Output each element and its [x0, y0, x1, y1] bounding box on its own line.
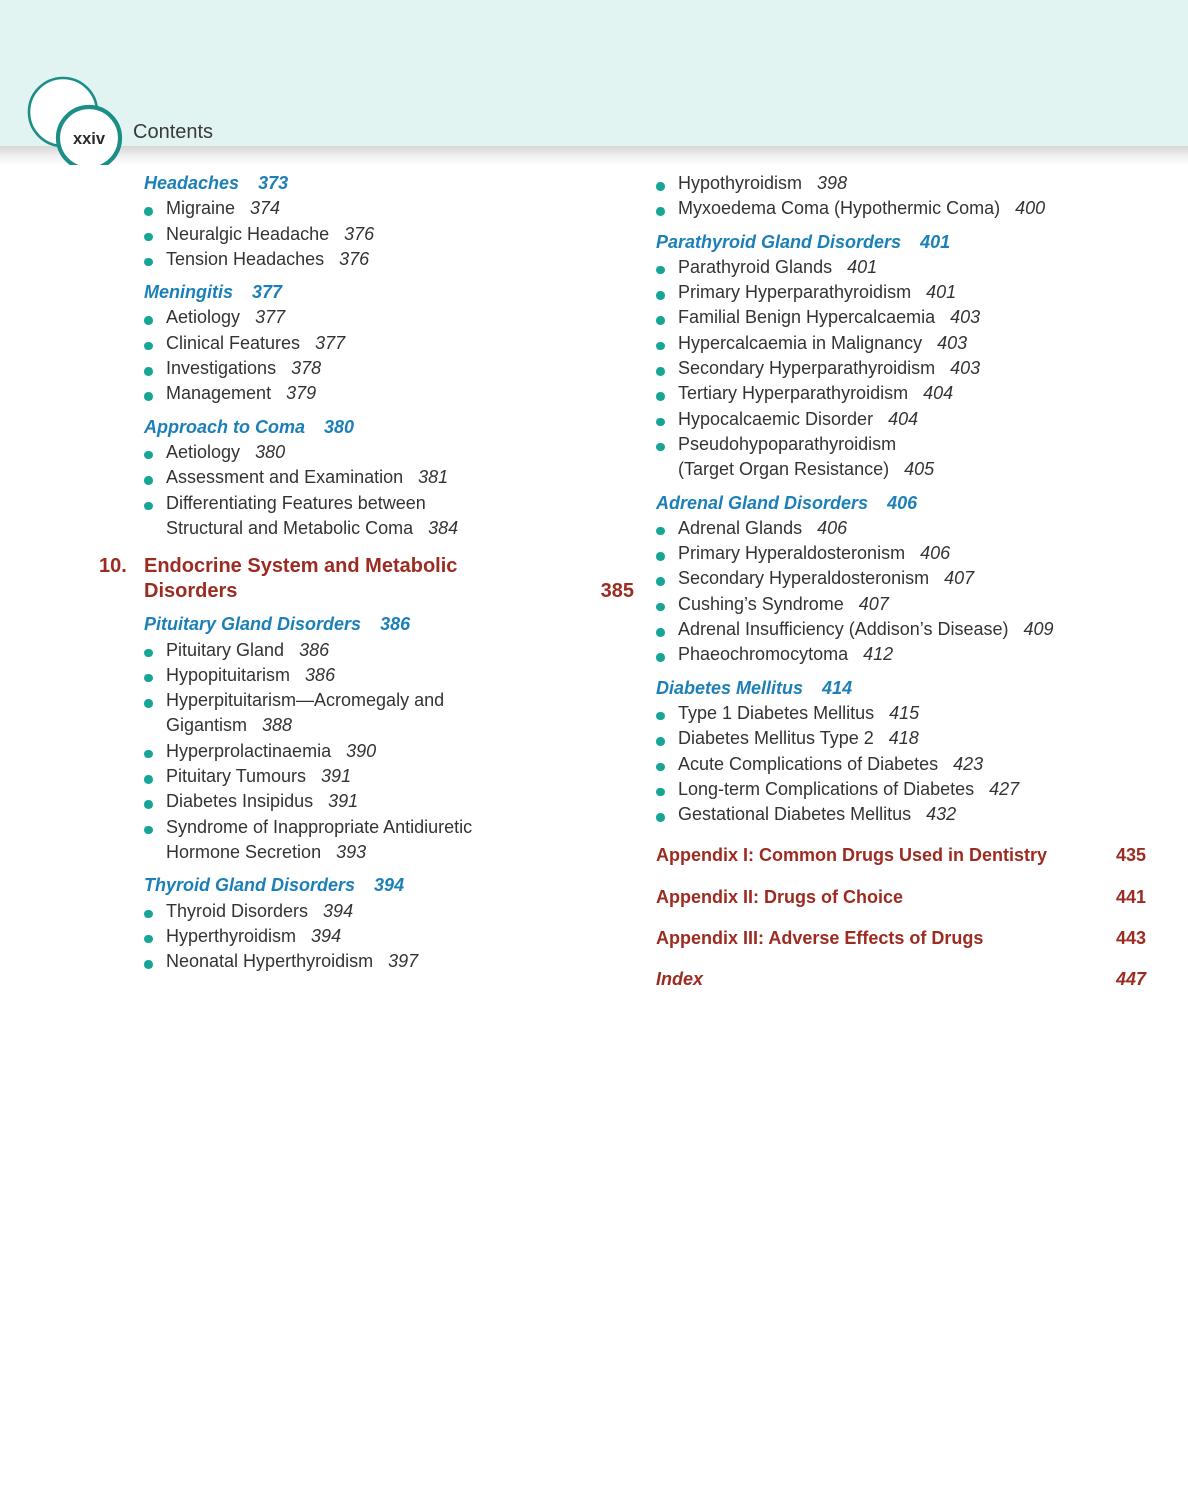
svg-text:xxiv: xxiv	[73, 130, 106, 148]
